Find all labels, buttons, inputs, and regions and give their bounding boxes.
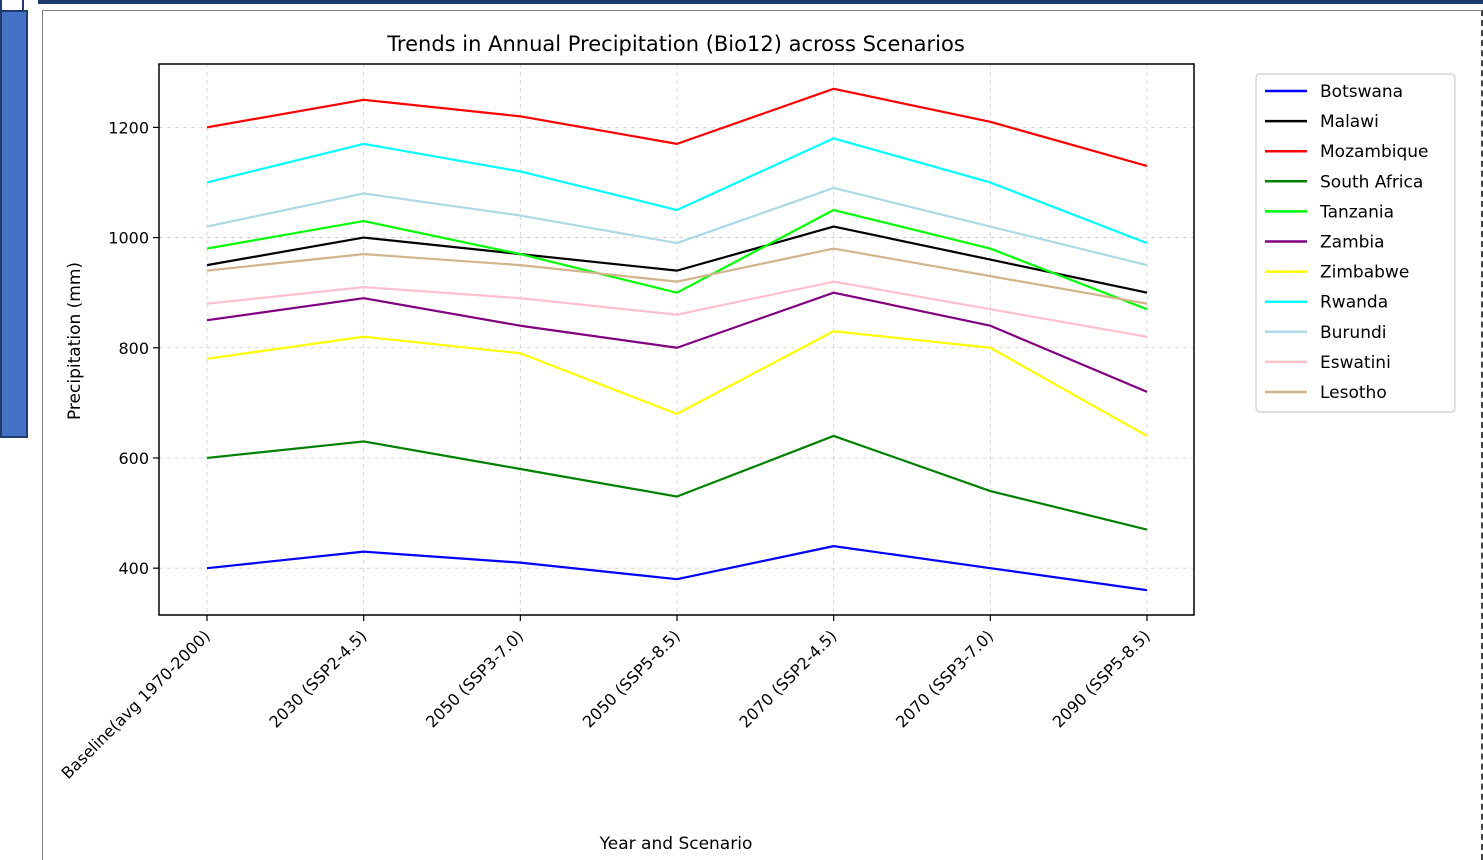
series-layer [206,87,1148,592]
chart-figure: Trends in Annual Precipitation (Bio12) a… [42,10,1483,860]
x-tick-label: 2090 (SSP5-8.5) [1049,626,1154,731]
legend-label-lesotho: Lesotho [1320,383,1387,403]
legend-label-burundi: Burundi [1320,323,1387,343]
series-line-mozambique [206,87,1148,167]
y-tick-label: 1000 [108,229,149,248]
series-line-malawi [206,225,1148,294]
legend-label-zambia: Zambia [1320,233,1385,253]
series-line-south-africa [206,434,1148,531]
legend-label-tanzania: Tanzania [1319,202,1394,222]
legend-label-eswatini: Eswatini [1320,353,1391,373]
series-line-botswana [206,545,1148,592]
legend-label-zimbabwe: Zimbabwe [1320,263,1409,283]
x-tick-label: 2050 (SSP5-8.5) [579,626,684,731]
series-line-lesotho [206,247,1148,305]
y-tick-label: 800 [118,339,149,358]
slide-top-border [38,0,1483,4]
legend: Botswana Malawi Mozambique South Africa Tanz… [1255,73,1456,413]
x-axis-label: Year and Scenario [599,834,753,854]
legend-label-mozambique: Mozambique [1320,142,1429,162]
legend-box [1255,73,1456,413]
grid-layer [159,64,1194,615]
precipitation-line-chart: Trends in Annual Precipitation (Bio12) a… [58,32,1456,854]
x-tick-label: 2070 (SSP3-7.0) [892,626,997,731]
x-tick-label: 2070 (SSP2-4.5) [735,626,840,731]
x-tick-label: 2030 (SSP2-4.5) [265,626,370,731]
legend-label-botswana: Botswana [1320,82,1403,102]
y-tick-label: 600 [118,449,149,468]
y-tick-label: 1200 [108,118,149,137]
y-tick-label: 400 [118,559,149,578]
plot-area-frame [158,63,1195,616]
x-tick-label: 2050 (SSP3-7.0) [422,626,527,731]
legend-label-south-africa: South Africa [1320,172,1423,192]
legend-label-rwanda: Rwanda [1320,293,1388,313]
series-line-zimbabwe [206,330,1148,437]
legend-label-malawi: Malawi [1320,112,1379,132]
chart-title: Trends in Annual Precipitation (Bio12) a… [386,32,965,56]
x-tick-label: Baseline(avg 1970-2000) [58,626,214,782]
y-axis-label: Precipitation (mm) [65,262,85,420]
side-blue-panel [0,10,28,438]
series-line-tanzania [206,208,1148,311]
series-line-eswatini [206,280,1148,338]
tick-layer: Baseline(avg 1970-2000) 2030 (SSP2-4.5) 20… [58,118,1154,782]
series-line-rwanda [206,137,1148,245]
series-line-zambia [206,291,1148,393]
series-line-burundi [206,186,1148,267]
